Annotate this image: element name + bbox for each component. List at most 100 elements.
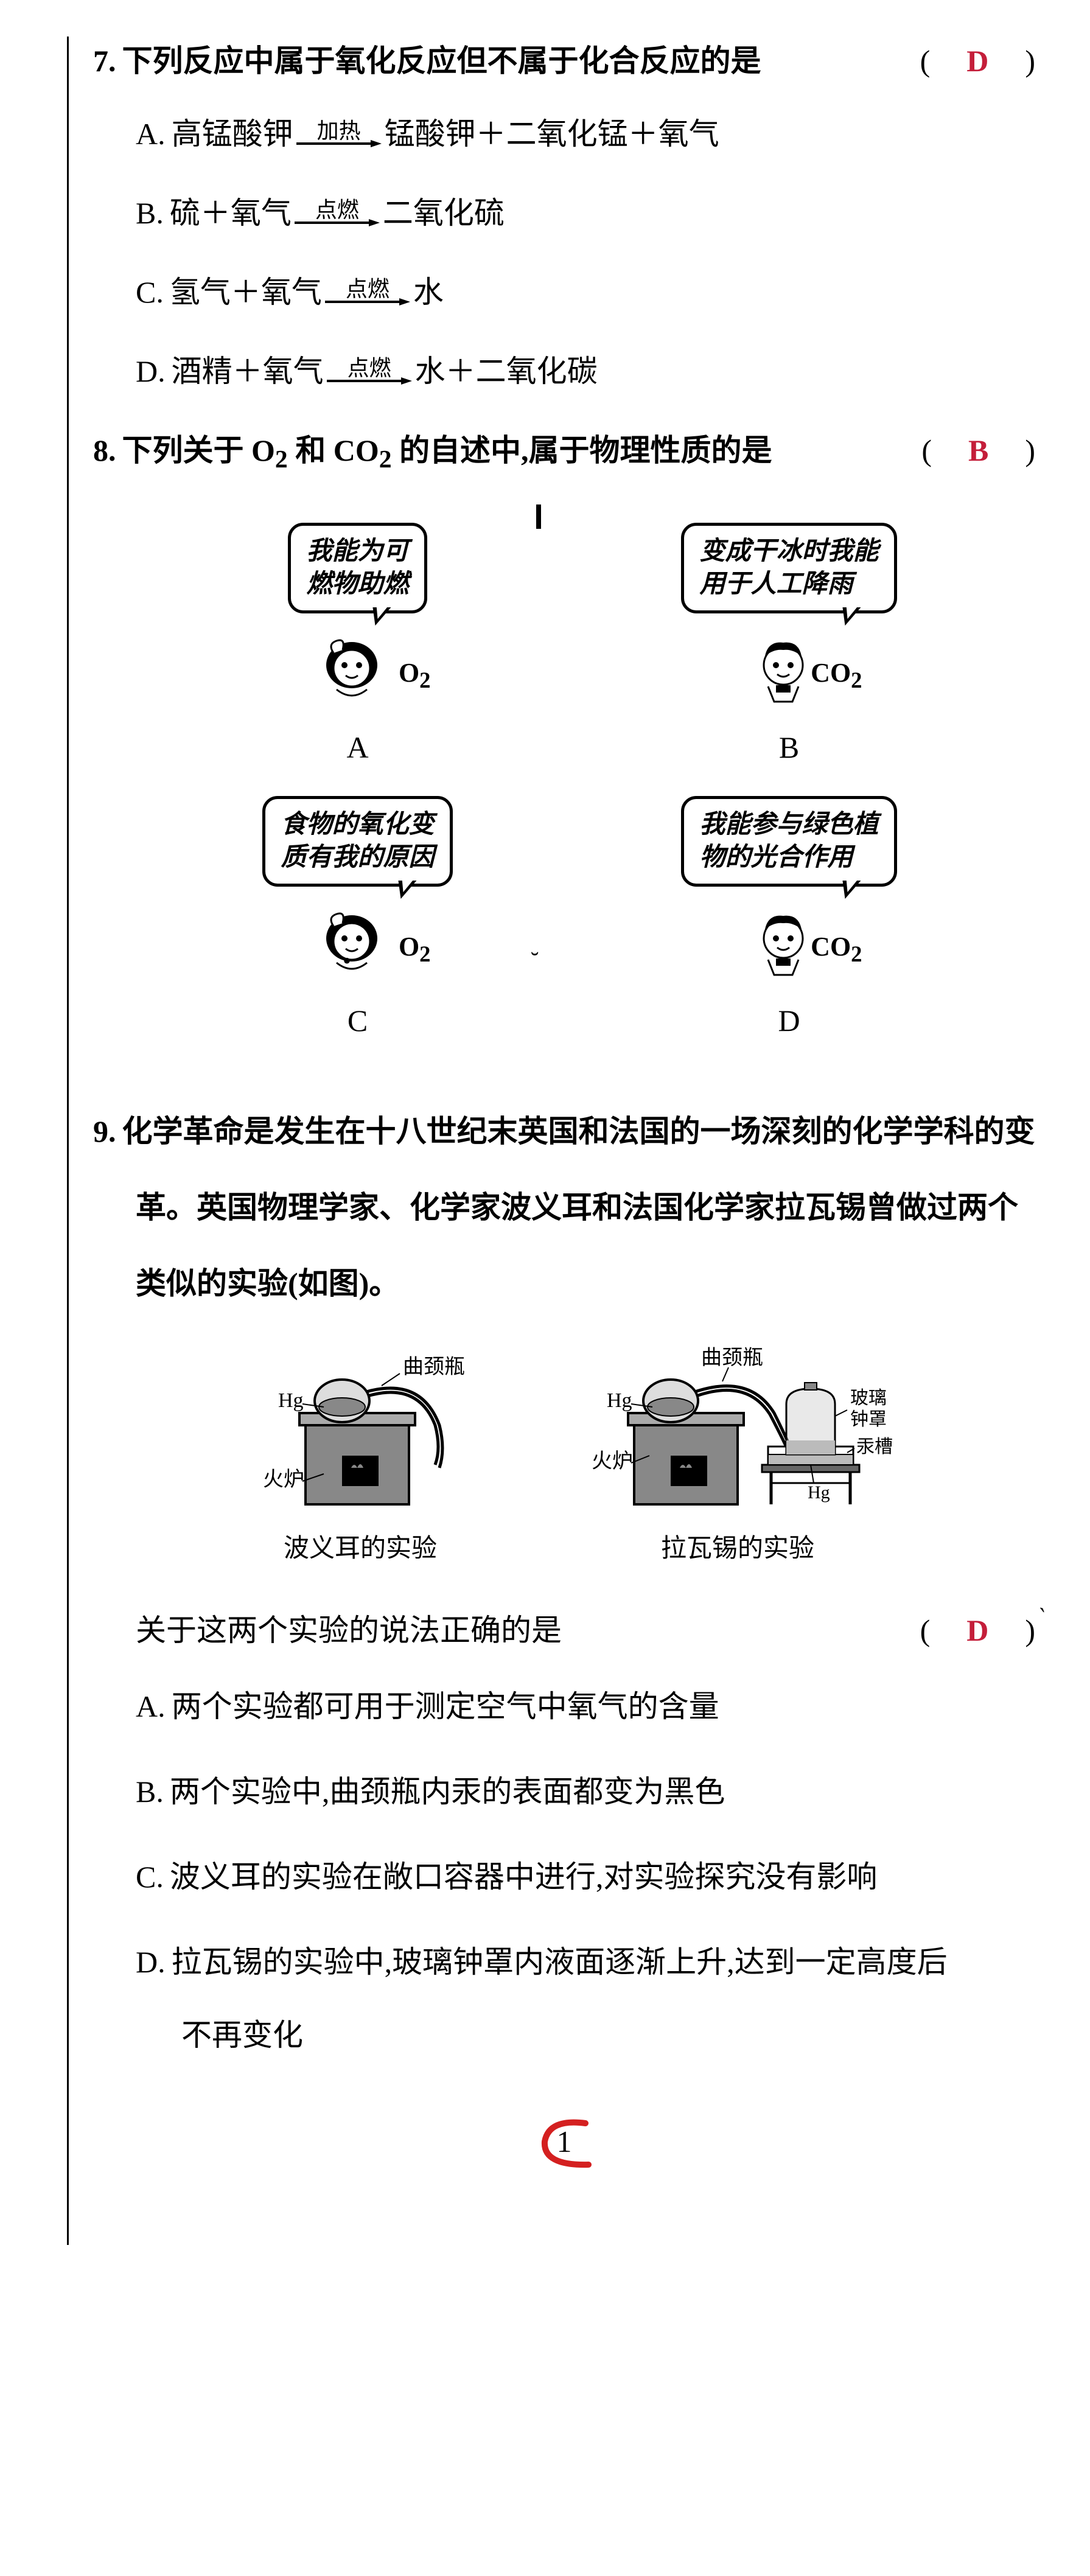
speech-bubble-b: 变成干冰时我能用于人工降雨 (681, 523, 896, 613)
option-text-line2: 不再变化 (136, 2008, 1035, 2062)
option-text: 两个实验都可用于测定空气中氧气的含量 (172, 1679, 1035, 1734)
reaction-arrow: 加热 (296, 120, 382, 148)
mol-sub: 2 (419, 941, 430, 966)
bubble-tail-icon (391, 881, 416, 899)
question-7: 7. 下列反应中属于氧化反应但不属于化合反应的是 ( D ) A. 高锰酸钾 加… (93, 37, 1035, 396)
page-number-text: 1 (557, 2117, 572, 2166)
q8-options-grid: 我能为可燃物助燃 O2 A (93, 504, 1035, 1063)
q9-option-b: B. 两个实验中,曲颈瓶内汞的表面都变为黑色 (136, 1764, 1035, 1819)
reaction-left: 氢气＋氧气 (170, 268, 322, 316)
arrow-icon (295, 218, 380, 228)
figure-lavoisier: Hg 火炉 曲颈瓶 玻璃 钟罩 汞槽 Hg 拉瓦锡的实验 (579, 1346, 896, 1569)
mol-base: O (399, 658, 419, 688)
q7-option-d: D. 酒精＋氧气 点燃 水＋二氧化碳 (136, 347, 1035, 396)
reaction-right: 锰酸钾＋二氧化锰＋氧气 (385, 110, 719, 158)
hg-label: Hg (607, 1389, 632, 1412)
bubble-tail-icon (836, 881, 861, 899)
hg2-label: Hg (808, 1482, 830, 1503)
page-number-container: 1 (93, 2111, 1035, 2172)
speech-bubble-d: 我能参与绿色植物的光合作用 (681, 796, 896, 887)
q7-option-c: C. 氢气＋氧气 点燃 水 (136, 268, 1035, 316)
furnace-label: 火炉 (263, 1468, 304, 1491)
tick-mark-icon: ` (1032, 1597, 1049, 1637)
o2-formula: O2 (251, 433, 288, 467)
q8-cell-c: 食物的氧化变质有我的原因 O2 • (172, 796, 543, 1045)
bubble-text: 食物的氧化变质有我的原因 (281, 811, 434, 872)
option-label: D. (136, 1935, 166, 1989)
q7-option-b: B. 硫＋氧气 点燃 二氧化硫 (136, 189, 1035, 237)
character-girl-icon: O2 (315, 632, 400, 705)
stem-prefix: 下列关于 (122, 433, 252, 467)
mol-sub: 2 (419, 668, 430, 693)
character-boy-icon: CO2 (747, 632, 832, 705)
mol-base: O (399, 932, 419, 962)
reaction-right: 水 (413, 268, 444, 316)
boyle-apparatus-icon: Hg 火炉 曲颈瓶 (232, 1346, 488, 1517)
q9-answer: D (960, 1613, 994, 1647)
q9-option-d: D. 拉瓦锡的实验中,玻璃钟罩内液面逐渐上升,达到一定高度后 不再变化 (136, 1935, 1035, 2062)
bubble-tail-icon (836, 607, 861, 626)
glass-label: 玻璃 (850, 1388, 887, 1408)
vertical-mark (536, 504, 541, 529)
q9-number: 9. (93, 1114, 116, 1148)
q9-text: 化学革命是发生在十八世纪末英国和法国的一场深刻的化学学科的变革。英国物理学家、化… (122, 1114, 1035, 1300)
o2-sub: 2 (275, 445, 288, 473)
q7-stem: 下列反应中属于氧化反应但不属于化合反应的是 (122, 37, 896, 85)
reaction-left: 高锰酸钾 (172, 110, 293, 158)
hg-label: Hg (278, 1389, 304, 1412)
reaction-left: 硫＋氧气 (170, 189, 292, 237)
q9-subquestion: 关于这两个实验的说法正确的是 (136, 1606, 562, 1655)
q7-number: 7. (93, 37, 116, 85)
q8-cell-a: 我能为可燃物助燃 O2 A (172, 523, 543, 772)
q7-header: 7. 下列反应中属于氧化反应但不属于化合反应的是 ( D ) (93, 37, 1035, 85)
boyle-caption: 波义耳的实验 (284, 1529, 437, 1569)
stem-mid: 和 (288, 433, 334, 467)
q7-answer: D (960, 44, 994, 78)
arrow-icon (325, 297, 410, 307)
speech-bubble-c: 食物的氧化变质有我的原因 (262, 796, 452, 887)
arrow-icon (327, 376, 412, 386)
option-label: A. (136, 1679, 166, 1734)
o2-base: O (251, 433, 275, 467)
mol-sub: 2 (851, 668, 862, 693)
reaction-right: 水＋二氧化碳 (415, 347, 598, 396)
question-9: 9.化学革命是发生在十八世纪末英国和法国的一场深刻的化学学科的变革。英国物理学家… (93, 1094, 1035, 2062)
q8-answer-slot: ( B ) (921, 426, 1035, 475)
flask-label: 曲颈瓶 (701, 1347, 763, 1369)
q9-subheader: 关于这两个实验的说法正确的是 ` ( D ) (93, 1606, 1035, 1655)
option-label: C. (136, 1849, 164, 1904)
furnace-label: 火炉 (592, 1450, 633, 1473)
reaction-arrow: 点燃 (327, 357, 412, 386)
tick-mark: ˘ (531, 941, 539, 980)
speech-bubble-a: 我能为可燃物助燃 (288, 523, 427, 613)
co2-sub: 2 (379, 445, 392, 473)
q8-number: 8. (93, 426, 116, 475)
character-girl-icon: O2 (315, 905, 400, 978)
option-label: A. (136, 110, 166, 158)
co2-base: CO (334, 433, 379, 467)
reaction-arrow: 点燃 (295, 199, 380, 228)
lavoisier-apparatus-icon: Hg 火炉 曲颈瓶 玻璃 钟罩 汞槽 Hg (579, 1346, 896, 1517)
flask-label: 曲颈瓶 (403, 1356, 465, 1378)
mol-base: CO (811, 658, 851, 688)
lavoisier-caption: 拉瓦锡的实验 (661, 1529, 814, 1569)
reaction-left: 酒精＋氧气 (172, 347, 324, 396)
q7-option-a: A. 高锰酸钾 加热 锰酸钾＋二氧化锰＋氧气 (136, 110, 1035, 158)
molecule-label: CO2 (811, 926, 862, 972)
bubble-text: 我能为可燃物助燃 (306, 537, 408, 599)
q9-option-c: C. 波义耳的实验在敞口容器中进行,对实验探究没有影响 (136, 1849, 1035, 1904)
co2-formula: CO2 (334, 433, 392, 467)
q7-answer-slot: ( D ) (920, 37, 1035, 85)
bubble-text: 我能参与绿色植物的光合作用 (699, 811, 878, 872)
q8-header: 8. 下列关于 O2 和 CO2 的自述中,属于物理性质的是 ( B ) (93, 426, 1035, 480)
reaction-right: 二氧化硫 (383, 189, 505, 237)
page-number-badge: 1 (528, 2111, 601, 2172)
dot-mark: • (343, 941, 351, 980)
q9-answer-slot: ` ( D ) (920, 1606, 1035, 1655)
q9-body: 9.化学革命是发生在十八世纪末英国和法国的一场深刻的化学学科的变革。英国物理学家… (93, 1094, 1035, 1322)
trough-label: 汞槽 (856, 1437, 893, 1457)
reaction-arrow: 点燃 (325, 278, 410, 307)
molecule-label: CO2 (811, 652, 862, 698)
question-8: 8. 下列关于 O2 和 CO2 的自述中,属于物理性质的是 ( B ) 我能为… (93, 426, 1035, 1063)
q8-stem: 下列关于 O2 和 CO2 的自述中,属于物理性质的是 (122, 426, 898, 480)
